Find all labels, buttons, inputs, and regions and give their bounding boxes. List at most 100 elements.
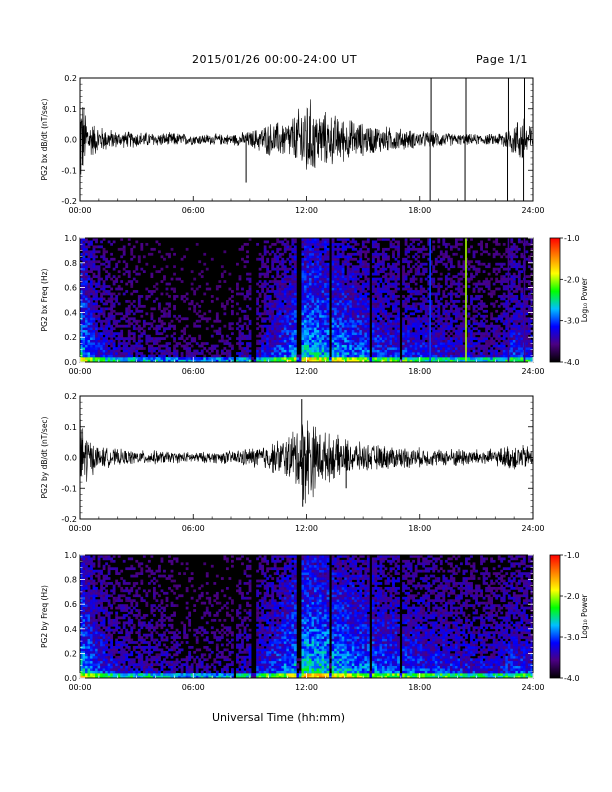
- spectrogram-cell: [263, 349, 267, 353]
- spectrogram-cell: [316, 307, 320, 311]
- spectrogram-cell: [505, 300, 509, 303]
- spectrogram-cell: [344, 295, 348, 298]
- spectrogram-cell: [92, 327, 96, 331]
- spectrogram-cell: [135, 267, 139, 271]
- spectrogram-cell: [90, 297, 93, 301]
- spectrogram-cell: [354, 304, 358, 308]
- spectrogram-cell: [409, 238, 413, 241]
- spectrogram-cell: [273, 322, 277, 326]
- spectrogram-cell: [437, 282, 441, 286]
- spectrogram-cell: [306, 267, 310, 271]
- spectrogram-cell: [412, 317, 416, 321]
- spectrogram-cell: [281, 319, 285, 323]
- spectrogram-cell: [246, 317, 249, 321]
- spectrogram-cell: [293, 240, 297, 244]
- spectrogram-cell: [361, 312, 365, 316]
- spectrogram-cell: [497, 287, 501, 291]
- spectrogram-cell: [319, 307, 322, 311]
- spectrogram-cell: [263, 344, 267, 348]
- spectrogram-cell: [366, 327, 370, 331]
- spectrogram-cell: [110, 344, 114, 348]
- spectrogram-cell: [331, 270, 335, 274]
- spectrogram-cell: [309, 257, 312, 261]
- spectrogram-cell: [301, 265, 305, 269]
- spectrogram-cell: [467, 339, 471, 343]
- spectrogram-cell: [402, 347, 405, 350]
- spectrogram-cell: [392, 275, 395, 278]
- spectrogram-cell: [100, 262, 103, 266]
- spectrogram-cell: [319, 282, 322, 286]
- spectrogram-cell: [382, 309, 385, 313]
- spectrogram-cell: [135, 280, 139, 283]
- spectrogram-cell: [321, 285, 325, 288]
- spectrogram-cell: [349, 292, 353, 296]
- spectrogram-cell: [397, 247, 400, 251]
- spectrogram-cell: [404, 327, 408, 331]
- spectrogram-cell: [158, 327, 161, 331]
- spectrogram-cell: [80, 319, 83, 323]
- spectrogram-cell: [291, 339, 295, 343]
- spectrogram-cell: [495, 277, 499, 281]
- spectrogram-cell: [200, 300, 204, 303]
- spectrogram-cell: [276, 349, 280, 353]
- spectrogram-cell: [409, 292, 413, 296]
- spectrogram-cell: [283, 342, 287, 345]
- spectrogram-cell: [132, 357, 136, 360]
- spectrogram-cell: [460, 238, 463, 241]
- spectrogram-cell: [95, 347, 98, 350]
- spectrogram-cell: [427, 349, 431, 353]
- spectrogram-cell: [354, 247, 358, 251]
- spectrogram-cell: [319, 339, 322, 343]
- spectrogram-cell: [392, 322, 395, 326]
- spectrogram-cell: [462, 309, 466, 313]
- spectrogram-cell: [321, 290, 325, 293]
- spectrogram-cell: [276, 238, 280, 241]
- spectrogram-cell: [404, 247, 408, 251]
- spectrogram-cell: [414, 267, 418, 271]
- spectrogram-cell: [319, 347, 322, 350]
- spectrogram-cell: [356, 270, 360, 274]
- spectrogram-cell: [324, 300, 327, 303]
- spectrogram-cell: [331, 357, 335, 360]
- spectrogram-cell: [314, 255, 317, 259]
- spectrogram-cell: [283, 300, 287, 303]
- spectrogram-cell: [309, 238, 312, 241]
- spectrogram-cell: [193, 290, 197, 293]
- spectrogram-cell: [344, 327, 348, 331]
- spectrogram-cell: [341, 354, 345, 358]
- spectrogram-cell: [87, 265, 91, 269]
- spectrogram-cell: [243, 322, 247, 326]
- spectrogram-cell: [326, 262, 330, 266]
- spectrogram-cell: [228, 354, 232, 358]
- spectrogram-cell: [95, 337, 98, 340]
- spectrogram-cell: [278, 344, 282, 348]
- spectrogram-cell: [135, 309, 139, 313]
- spectrogram-cell: [339, 302, 343, 306]
- spectrogram-cell: [288, 317, 292, 321]
- spectrogram-cell: [341, 242, 345, 246]
- spectrogram-cell: [92, 247, 96, 251]
- spectrogram-cell: [311, 329, 315, 333]
- spectrogram-cell: [127, 242, 131, 246]
- spectrogram-cell: [324, 347, 327, 350]
- spectrogram-cell: [477, 354, 481, 358]
- spectrogram-cell: [346, 272, 350, 276]
- spectrogram-cell: [449, 292, 453, 296]
- spectrogram-cell: [346, 352, 350, 355]
- spectrogram-cell: [500, 314, 504, 318]
- spectrogram-cell: [316, 332, 320, 336]
- spectrogram-cell: [502, 280, 506, 283]
- spectrogram-cell: [376, 272, 380, 276]
- y-tick-label: 0.2: [64, 74, 77, 83]
- y-tick-label: 0.0: [64, 136, 77, 145]
- spectrogram-cell: [311, 300, 315, 303]
- spectrogram-cell: [379, 337, 383, 340]
- spectrogram-cell: [193, 354, 197, 358]
- spectrogram-cell: [100, 255, 103, 259]
- spectrogram-cell: [85, 252, 88, 256]
- spectrogram-cell: [105, 322, 108, 326]
- spectrogram-cell: [419, 309, 423, 313]
- spectrogram-cell: [336, 322, 340, 326]
- spectrogram-cell: [434, 344, 438, 348]
- spectrogram-cell: [80, 297, 83, 301]
